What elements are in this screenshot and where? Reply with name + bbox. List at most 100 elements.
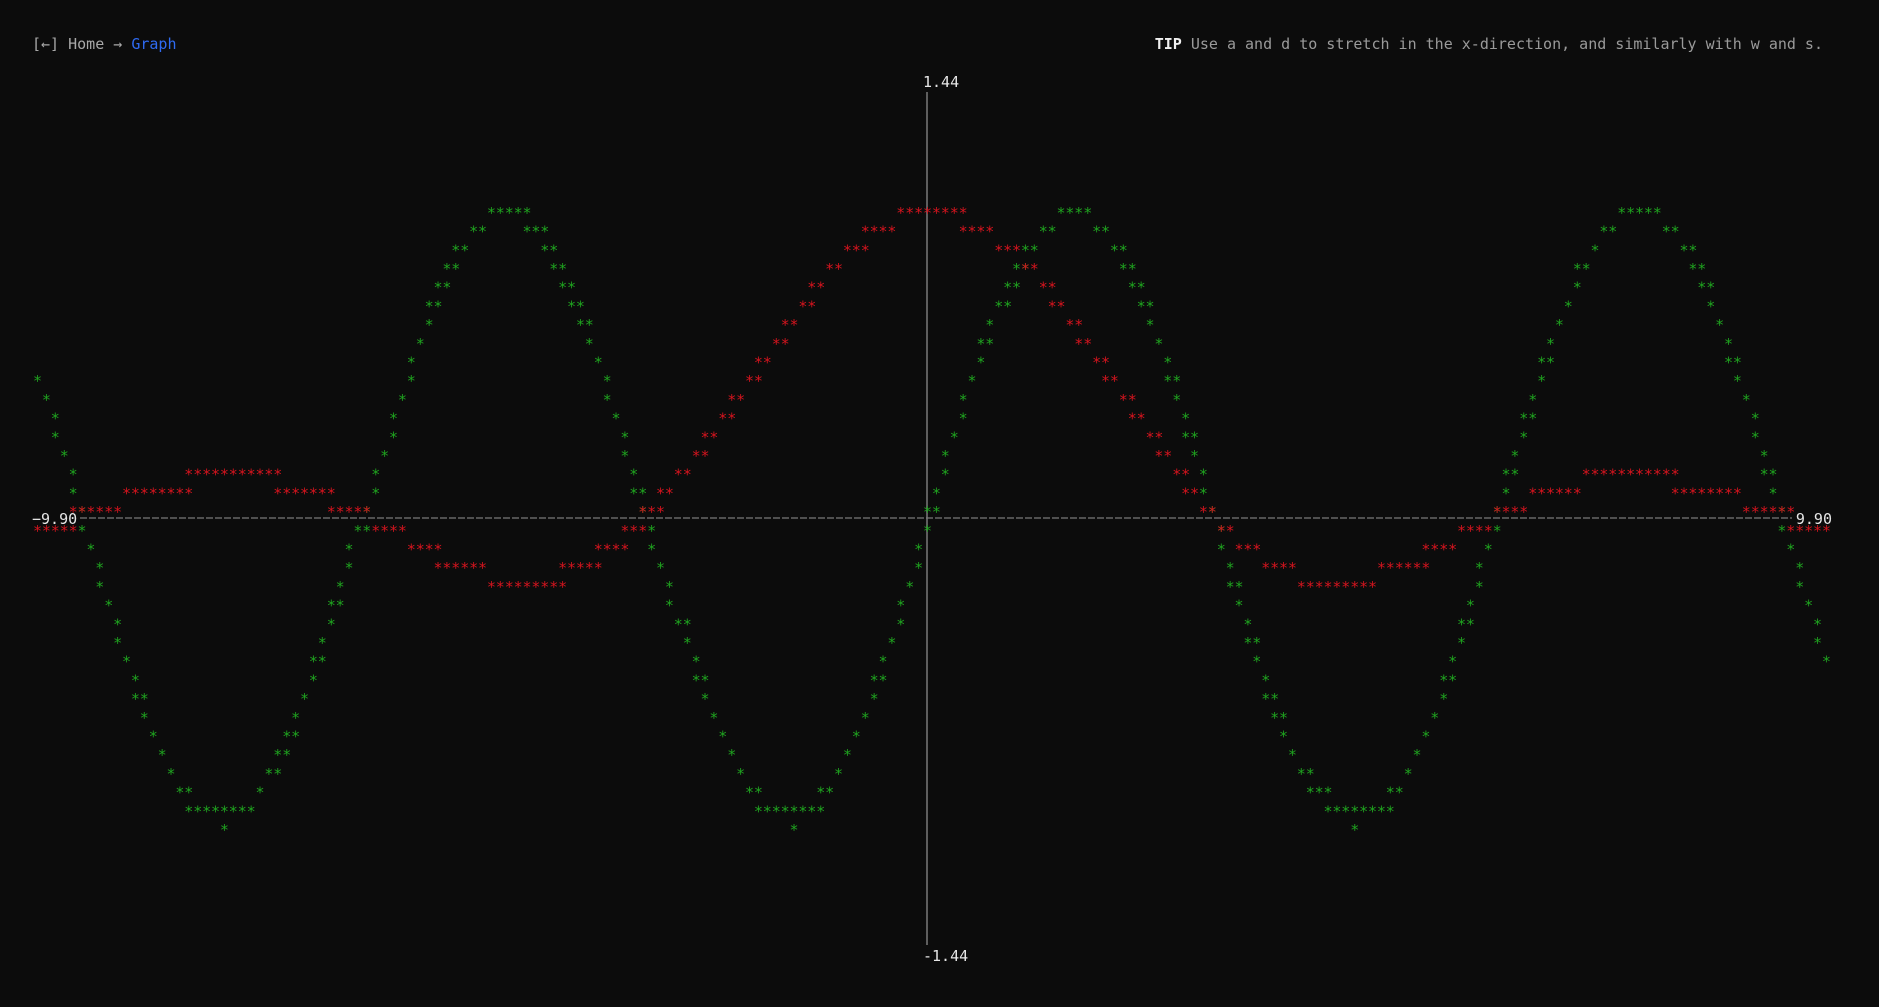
series-1-point: * [879,223,888,241]
series-0-point: * [345,559,354,577]
series-1-point: * [140,484,149,502]
series-1-point: * [1288,559,1297,577]
series-1-point: * [1813,522,1822,540]
series-1-point: * [843,241,852,259]
series-1-point: * [220,466,229,484]
series-0-point: * [434,279,443,297]
series-0-point: * [1457,634,1466,652]
series-0-point: * [1270,690,1279,708]
series-1-point: * [282,484,291,502]
series-0-point: * [1582,260,1591,278]
series-1-point: * [1315,578,1324,596]
series-1-point: * [505,578,514,596]
series-0-point: * [1235,597,1244,615]
series-0-point: * [745,784,754,802]
series-0-point: * [540,241,549,259]
series-0-point: * [540,223,549,241]
series-0-point: * [1012,279,1021,297]
series-0-point: * [1101,223,1110,241]
series-1-point: * [1377,559,1386,577]
series-0-point: * [861,709,870,727]
series-0-point: * [318,634,327,652]
series-1-point: * [122,484,131,502]
series-0-point: * [1751,428,1760,446]
series-1-point: * [487,578,496,596]
series-0-point: * [1493,522,1502,540]
series-0-point: * [985,316,994,334]
series-0-point: * [122,653,131,671]
back-button[interactable]: [←] [32,35,60,53]
series-0-point: * [1021,241,1030,259]
series-1-point: * [718,410,727,428]
series-1-point: * [540,578,549,596]
series-0-point: * [345,541,354,559]
series-0-point: * [594,354,603,372]
series-0-point: * [1688,260,1697,278]
series-0-point: * [407,354,416,372]
series-0-point: * [309,671,318,689]
series-1-point: * [1777,503,1786,521]
series-0-point: * [1261,671,1270,689]
series-0-point: * [825,784,834,802]
breadcrumb-home-link[interactable]: Home [68,35,105,53]
series-0-point: * [718,728,727,746]
series-1-point: * [629,522,638,540]
breadcrumb-current: Graph [131,35,177,53]
series-0-point: * [505,204,514,222]
series-1-point: * [1030,260,1039,278]
series-0-point: * [398,391,407,409]
series-0-point: * [1519,428,1528,446]
series-0-point: * [425,297,434,315]
series-0-point: * [131,671,140,689]
series-0-point: * [816,802,825,820]
series-0-point: * [1243,634,1252,652]
series-1-point: * [861,223,870,241]
series-1-point: * [683,466,692,484]
series-0-point: * [1591,241,1600,259]
series-0-point: * [1697,279,1706,297]
tip-label: TIP [1154,35,1182,53]
series-0-point: * [327,615,336,633]
series-0-point: * [870,671,879,689]
series-0-point: * [1680,241,1689,259]
series-1-point: * [1039,279,1048,297]
series-1-point: * [416,541,425,559]
series-1-point: * [585,559,594,577]
series-0-point: * [603,391,612,409]
series-0-point: * [380,447,389,465]
series-1-point: * [327,484,336,502]
series-0-point: * [736,765,745,783]
series-0-point: * [1137,279,1146,297]
series-0-point: * [389,410,398,428]
series-0-point: * [238,802,247,820]
series-1-point: * [1003,241,1012,259]
series-1-point: * [193,466,202,484]
series-1-point: * [1466,522,1475,540]
series-1-point: * [1128,391,1137,409]
series-0-point: * [1724,335,1733,353]
series-0-point: * [843,746,852,764]
series-0-point: * [1466,597,1475,615]
series-1-point: * [1671,484,1680,502]
series-1-point: * [1181,484,1190,502]
series-1-point: * [807,297,816,315]
series-0-point: * [523,223,532,241]
series-1-point: * [211,466,220,484]
series-1-point: * [692,447,701,465]
series-0-point: * [1510,466,1519,484]
series-1-point: * [1786,522,1795,540]
series-0-point: * [1128,279,1137,297]
series-0-point: * [1457,615,1466,633]
series-1-point: * [1582,466,1591,484]
series-1-point: * [131,484,140,502]
series-0-point: * [442,279,451,297]
series-0-point: * [1315,784,1324,802]
series-0-point: * [1751,410,1760,428]
series-1-point: * [576,559,585,577]
series-0-point: * [273,765,282,783]
series-1-point: * [1448,541,1457,559]
series-0-point: * [923,503,932,521]
series-1-point: * [1217,522,1226,540]
series-1-point: * [1599,466,1608,484]
series-0-point: * [1404,765,1413,783]
